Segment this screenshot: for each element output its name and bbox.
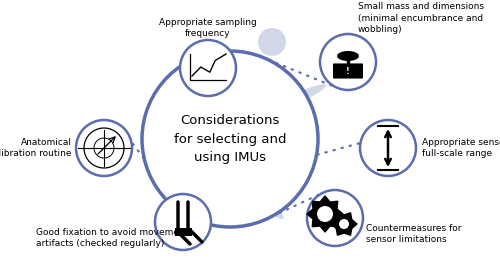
FancyBboxPatch shape <box>174 228 192 236</box>
Ellipse shape <box>222 129 282 167</box>
Ellipse shape <box>260 84 326 116</box>
Ellipse shape <box>202 82 278 108</box>
Text: Good fixation to avoid movement
artifacts (checked regularly): Good fixation to avoid movement artifact… <box>36 228 188 248</box>
Ellipse shape <box>76 120 132 176</box>
Ellipse shape <box>258 28 286 56</box>
Text: Appropriate sampling
frequency: Appropriate sampling frequency <box>159 18 257 38</box>
Text: !: ! <box>346 68 350 76</box>
Ellipse shape <box>307 190 363 246</box>
FancyBboxPatch shape <box>333 63 363 79</box>
Polygon shape <box>307 196 343 232</box>
Text: Appropriate sensor
full-scale range: Appropriate sensor full-scale range <box>422 138 500 158</box>
Ellipse shape <box>142 51 318 227</box>
Ellipse shape <box>180 40 236 96</box>
Text: Considerations
for selecting and
using IMUs: Considerations for selecting and using I… <box>174 115 286 163</box>
Ellipse shape <box>260 123 296 172</box>
Ellipse shape <box>360 120 416 176</box>
Ellipse shape <box>247 63 283 117</box>
Ellipse shape <box>242 181 284 219</box>
Ellipse shape <box>339 219 349 229</box>
Text: Countermeasures for
sensor limitations: Countermeasures for sensor limitations <box>366 224 462 244</box>
Text: Anatomical
calibration routine: Anatomical calibration routine <box>0 138 72 158</box>
Polygon shape <box>331 213 357 235</box>
Text: Small mass and dimensions
(minimal encumbrance and
wobbling): Small mass and dimensions (minimal encum… <box>358 3 484 34</box>
Ellipse shape <box>317 206 333 222</box>
Ellipse shape <box>337 51 359 61</box>
Ellipse shape <box>155 194 211 250</box>
Ellipse shape <box>194 110 262 126</box>
Ellipse shape <box>320 34 376 90</box>
